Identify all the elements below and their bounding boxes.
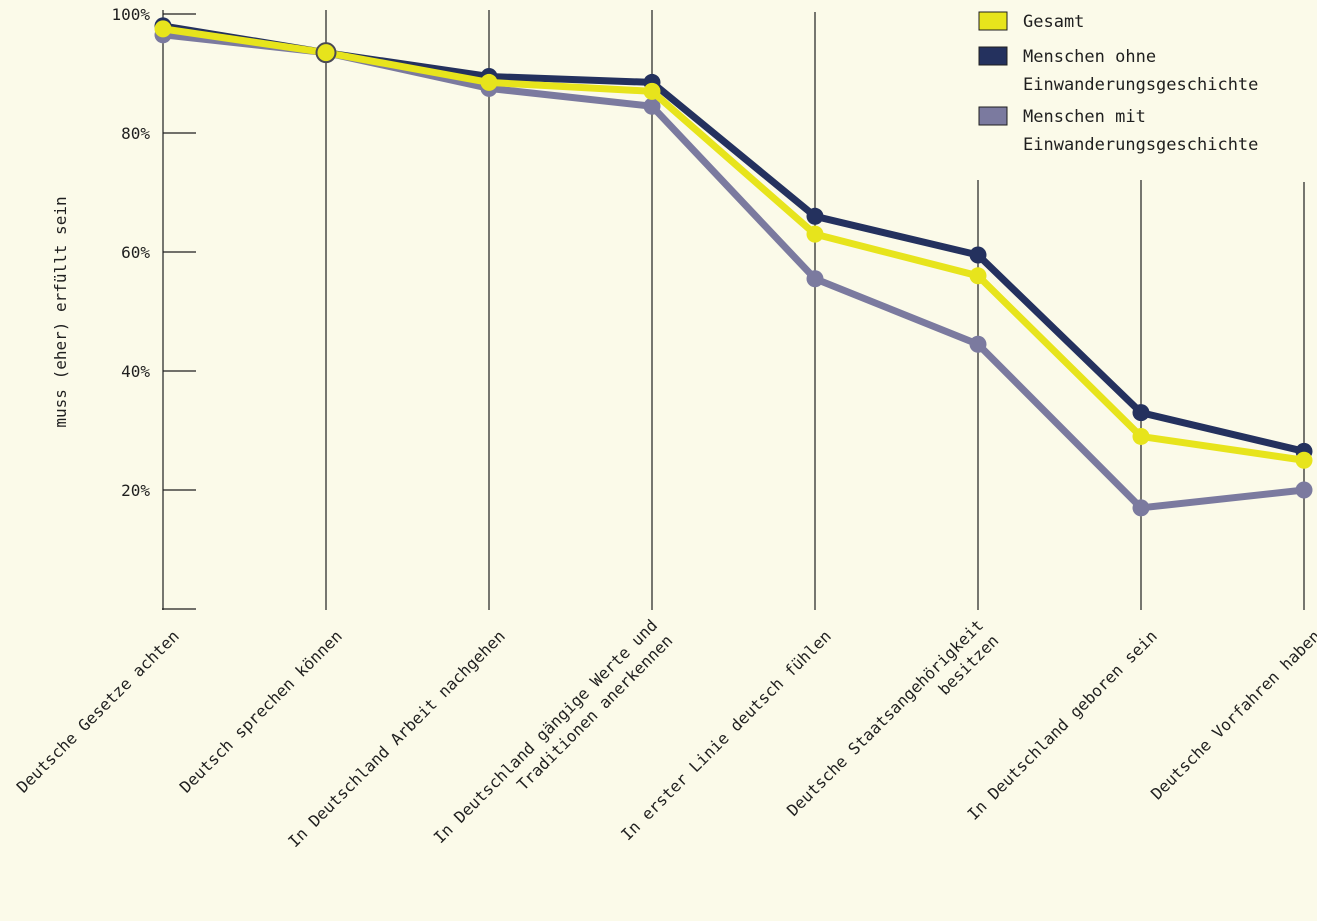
data-point (806, 270, 824, 288)
data-point (1295, 451, 1313, 469)
y-tick-label: 80% (121, 124, 150, 143)
legend-swatch (978, 46, 1008, 66)
data-point (1132, 427, 1150, 445)
legend-label: Einwanderungsgeschichte (1023, 135, 1258, 155)
legend-swatch (978, 11, 1008, 31)
data-point (969, 246, 987, 264)
x-tick-label: Deutsche Vorfahren haben (1147, 626, 1317, 803)
highlight-point (315, 42, 337, 64)
data-point (315, 42, 337, 64)
data-point (969, 335, 987, 353)
data-point (154, 20, 172, 38)
legend: Gesamt Menschen ohne Einwanderungsgeschich… (978, 11, 1258, 155)
y-tick-label: 100% (111, 5, 150, 24)
y-axis-title: muss (eher) erfüllt sein (51, 196, 70, 427)
legend-item: Menschen mit Einwanderungsgeschichte (978, 106, 1258, 155)
data-point (643, 82, 661, 100)
data-point (969, 267, 987, 285)
y-tick-label: 60% (121, 243, 150, 262)
data-point (806, 207, 824, 225)
data-point (1295, 481, 1313, 499)
legend-item: Gesamt (978, 11, 1084, 32)
data-point (806, 225, 824, 243)
legend-item: Menschen ohne Einwanderungsgeschichte (978, 46, 1258, 95)
vertical-gridlines (162, 10, 1305, 610)
legend-label: Einwanderungsgeschichte (1023, 75, 1258, 95)
data-point (1132, 404, 1150, 422)
series-layer (154, 17, 1313, 517)
x-tick-label: In Deutschland geboren sein (964, 626, 1161, 823)
data-point (480, 73, 498, 91)
y-axis: 20% 40% 60% 80% 100% (111, 5, 196, 500)
legend-label: Gesamt (1023, 12, 1084, 32)
legend-label: Menschen ohne (1023, 47, 1156, 67)
legend-label: Menschen mit (1023, 107, 1146, 127)
series-line (159, 25, 1308, 464)
y-tick-label: 20% (121, 481, 150, 500)
legend-swatch (978, 106, 1008, 126)
y-tick-label: 40% (121, 362, 150, 381)
x-tick-label: Deutsche Gesetze achten (13, 626, 183, 796)
x-tick-label: Deutsch sprechen können (176, 626, 346, 796)
data-point (643, 97, 661, 115)
data-point (1132, 499, 1150, 517)
